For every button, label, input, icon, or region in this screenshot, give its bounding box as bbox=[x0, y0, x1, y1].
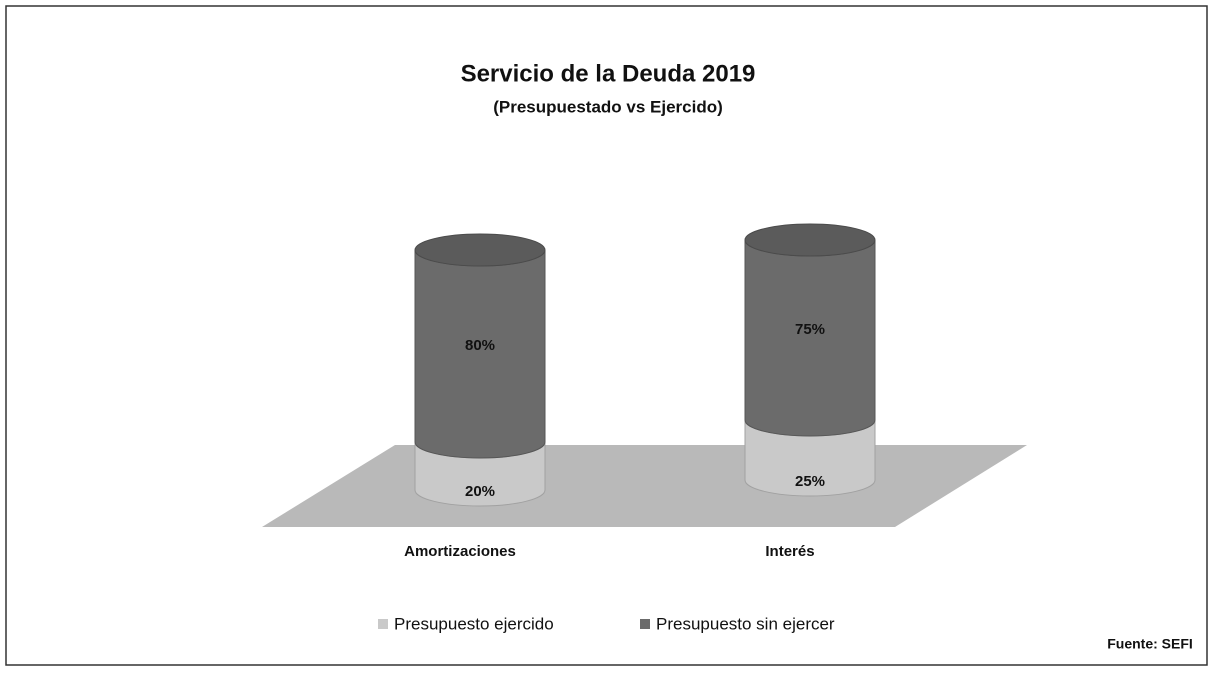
cylinder-top bbox=[744, 223, 876, 257]
cylinder-segment bbox=[744, 239, 876, 437]
cylinder-segment bbox=[414, 249, 546, 459]
cylinder-top bbox=[414, 233, 546, 267]
legend-swatch bbox=[640, 619, 650, 629]
data-label: 80% bbox=[465, 337, 495, 354]
legend-swatch bbox=[378, 619, 388, 629]
legend-label: Presupuesto ejercido bbox=[394, 614, 554, 633]
floor bbox=[262, 445, 1027, 527]
x-tick-label: Amortizaciones bbox=[404, 543, 516, 560]
source: Fuente: SEFI bbox=[1107, 636, 1193, 652]
data-label: 20% bbox=[465, 483, 495, 500]
data-label: 75% bbox=[795, 321, 825, 338]
x-tick-label: Interés bbox=[765, 543, 814, 560]
legend-label: Presupuesto sin ejercer bbox=[656, 614, 835, 633]
chart-title: Servicio de la Deuda 2019 bbox=[461, 60, 756, 87]
data-label: 25% bbox=[795, 473, 825, 490]
chart-frame bbox=[5, 5, 1208, 666]
chart-subtitle: (Presupuestado vs Ejercido) bbox=[493, 97, 723, 116]
